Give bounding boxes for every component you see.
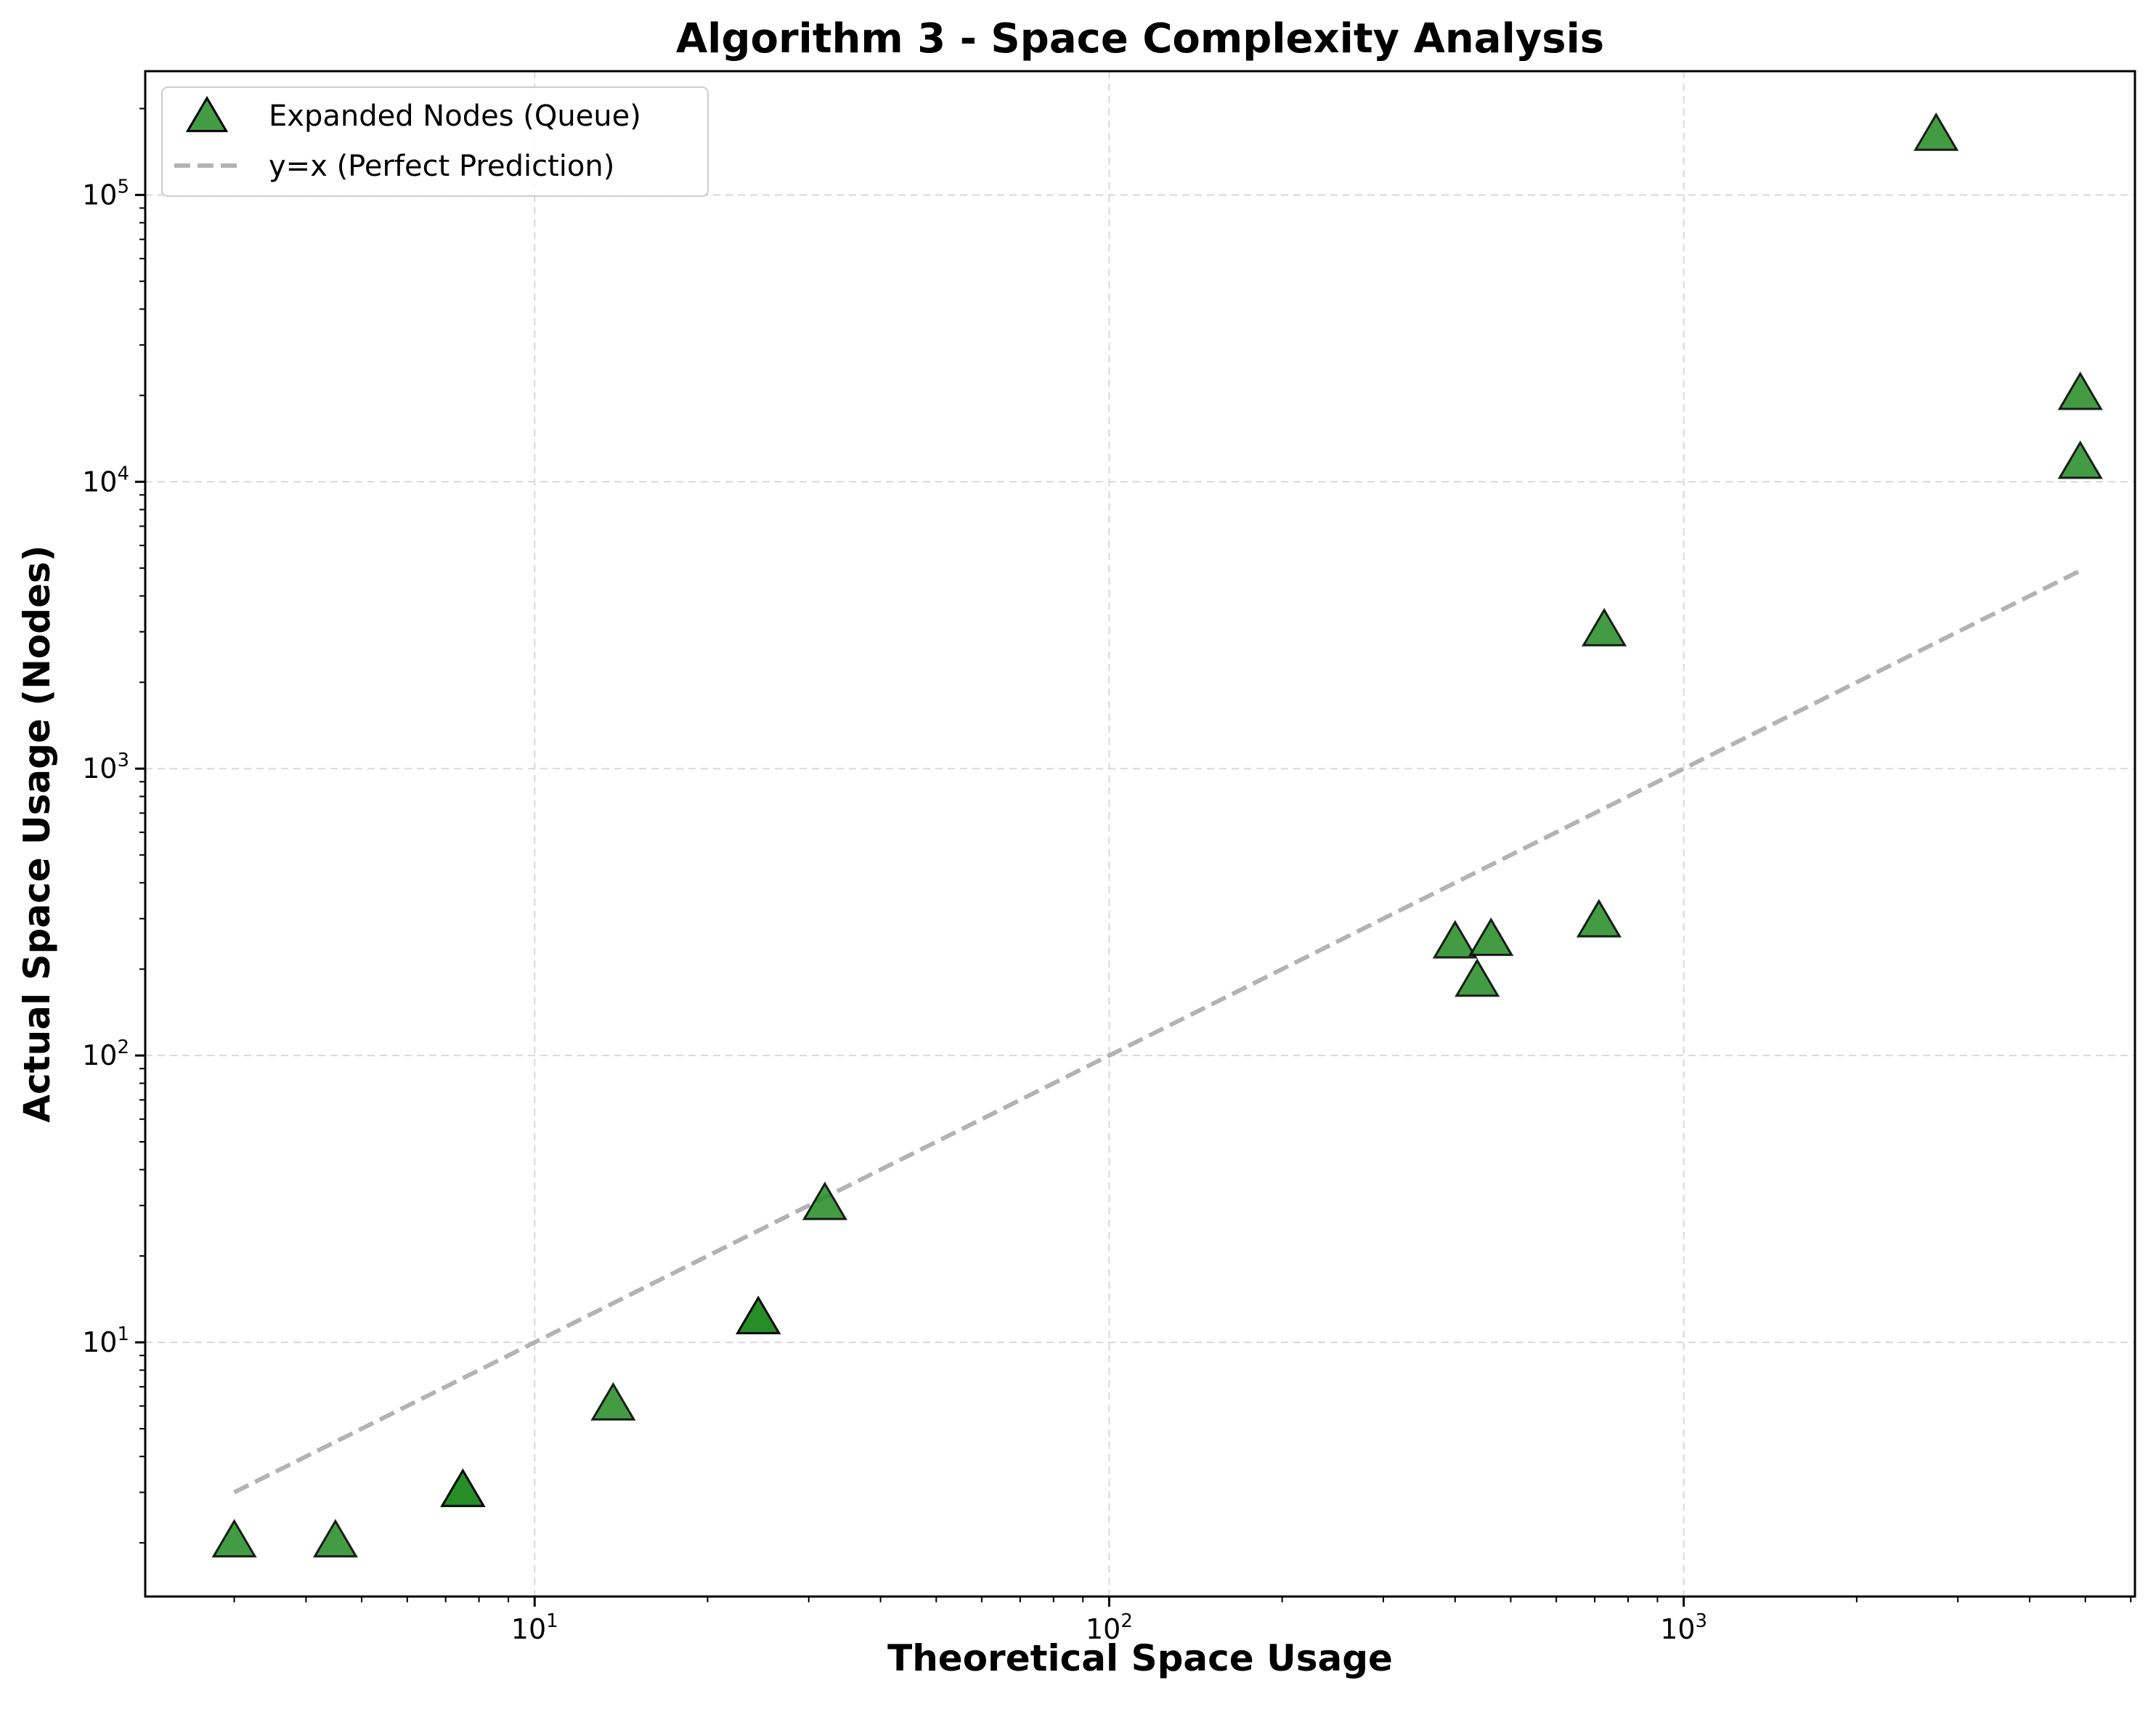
perfect-prediction-line: [233, 568, 2082, 1495]
legend-label-line: y=x (Perfect Prediction): [269, 150, 614, 183]
y-tick-label: 103: [82, 750, 129, 784]
y-tick-label: 101: [82, 1323, 129, 1358]
data-points: [211, 112, 2103, 1558]
reference-lines: [233, 568, 2082, 1495]
data-point-triangle: [312, 1519, 359, 1558]
data-point-triangle: [736, 1295, 781, 1334]
x-tick-label: 102: [1086, 1610, 1133, 1645]
legend: Expanded Nodes (Queue) y=x (Perfect Pred…: [161, 86, 709, 197]
data-point-triangle: [2057, 371, 2103, 410]
legend-triangle-icon: [185, 96, 229, 132]
data-point-triangle: [440, 1468, 486, 1507]
x-tick-label: 101: [511, 1610, 558, 1645]
legend-frame: [161, 86, 709, 197]
y-tick-label: 105: [82, 176, 129, 211]
data-point-triangle: [1576, 898, 1622, 938]
data-point-triangle: [802, 1181, 848, 1220]
data-point-triangle: [2057, 440, 2103, 479]
data-point-triangle: [1432, 920, 1478, 959]
y-axis-ticks: 101 102 103 104 105: [82, 108, 145, 1544]
legend-label-scatter: Expanded Nodes (Queue): [269, 100, 641, 133]
y-tick-label: 102: [82, 1037, 129, 1071]
y-tick-label: 104: [82, 463, 129, 498]
x-axis-ticks: 101 102 103: [233, 1597, 2132, 1645]
data-point-triangle: [1581, 607, 1627, 646]
chart-title: Algorithm 3 - Space Complexity Analysis: [676, 15, 1604, 62]
x-tick-label: 103: [1660, 1610, 1707, 1645]
grid-lines: [145, 71, 2135, 1597]
data-point-triangle: [1468, 917, 1514, 957]
data-point-triangle: [1455, 958, 1500, 997]
x-axis-label: Theoretical Space Usage: [887, 1637, 1393, 1679]
plot-frame: [144, 70, 2136, 1598]
data-point-triangle: [1913, 112, 1959, 151]
data-point-triangle: [590, 1382, 636, 1421]
y-axis-label: Actual Space Usage (Nodes): [16, 545, 58, 1122]
data-point-triangle: [211, 1519, 257, 1558]
